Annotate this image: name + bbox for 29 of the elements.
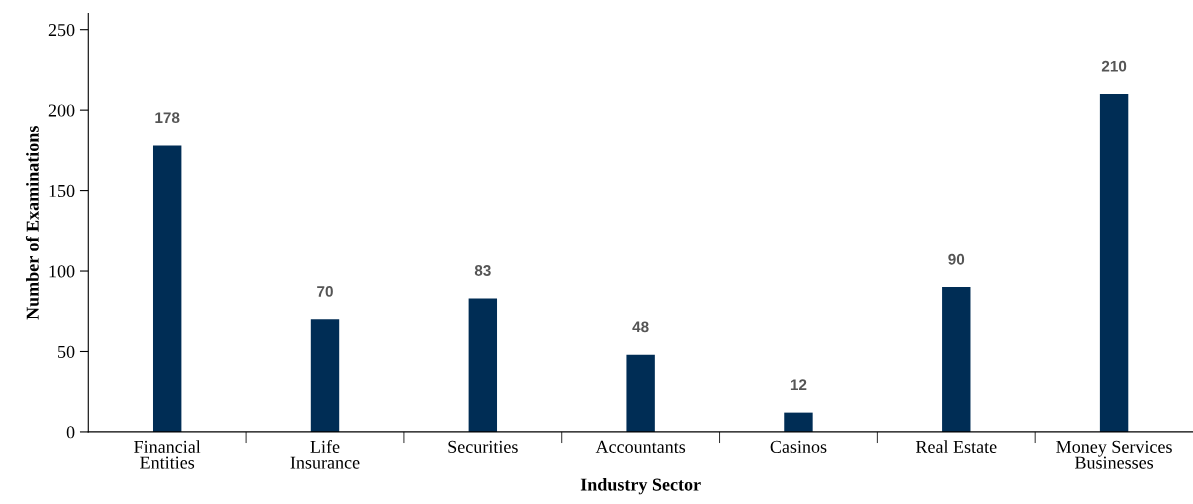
x-tick-label: Securities <box>448 440 518 453</box>
bar <box>152 145 182 432</box>
bar <box>468 298 498 432</box>
bar <box>310 319 340 432</box>
data-label: 12 <box>790 379 807 391</box>
y-tick-label: 100 <box>49 265 75 278</box>
y-tick-label: 250 <box>48 23 75 37</box>
bar <box>626 354 655 432</box>
data-label: 48 <box>632 321 649 333</box>
data-label: 210 <box>1101 60 1127 72</box>
y-tick-label: 200 <box>48 104 75 117</box>
data-label: 83 <box>474 265 491 276</box>
bar <box>942 287 971 432</box>
x-tick-label: Real Estate <box>915 440 997 453</box>
bar <box>1099 94 1129 432</box>
x-tick-label: Casinos <box>770 440 827 453</box>
data-label: 90 <box>948 253 965 265</box>
bar <box>784 412 813 432</box>
data-label: 178 <box>155 112 180 124</box>
data-label: 70 <box>317 286 333 297</box>
x-axis-title: Industry Sector <box>580 477 701 495</box>
y-tick-label: 0 <box>66 426 75 439</box>
x-tick-label: Accountants <box>595 440 686 453</box>
y-tick-label: 150 <box>49 184 75 198</box>
y-tick-label: 50 <box>58 345 75 358</box>
x-tick-label: Financial Entities <box>134 440 201 469</box>
x-tick-label: Money Services Businesses <box>1056 440 1172 469</box>
y-axis-title: Number of Examinations <box>25 126 39 320</box>
x-tick-label: Life Insurance <box>290 440 360 469</box>
